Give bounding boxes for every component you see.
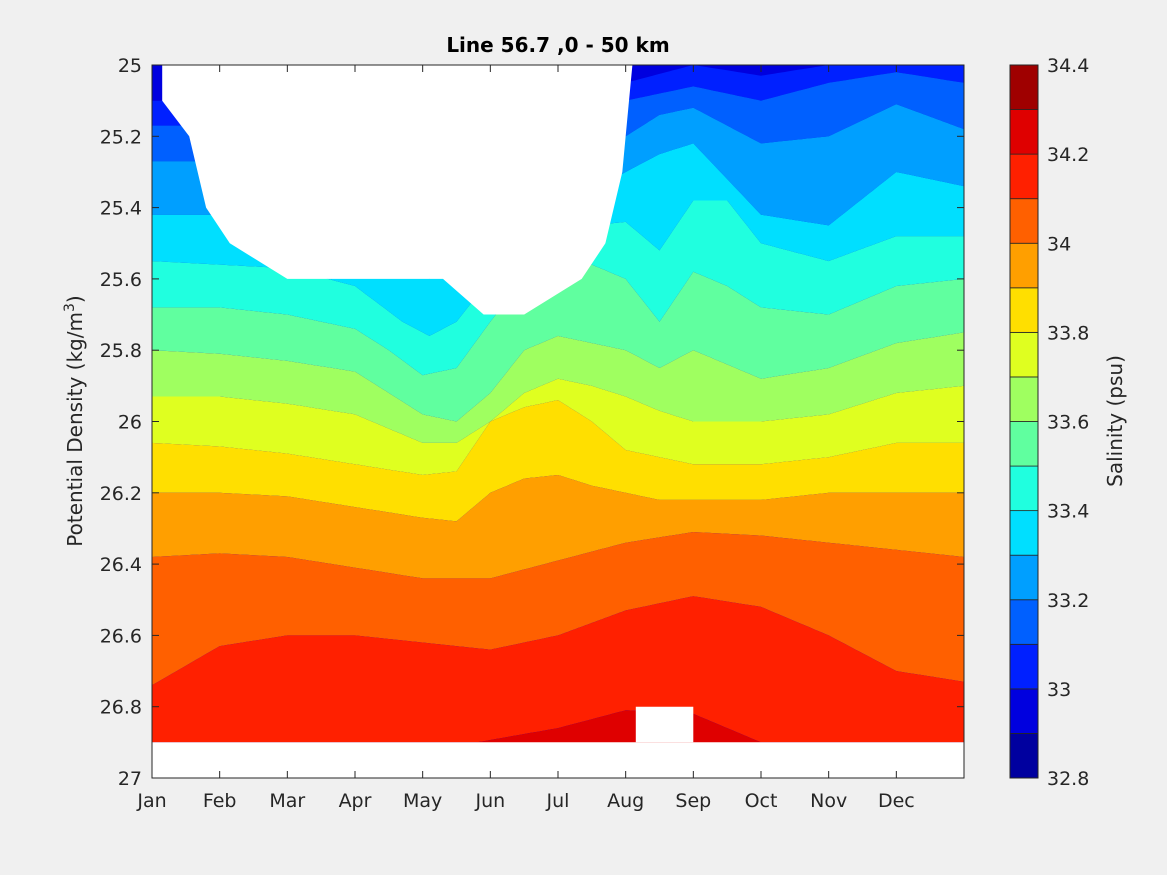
colorbar-segment xyxy=(1009,376,1039,422)
y-tick-label: 25.2 xyxy=(100,126,142,148)
colorbar-segment xyxy=(1009,643,1039,690)
colorbar-segment xyxy=(1009,64,1039,110)
x-tick-label: Oct xyxy=(745,790,778,812)
x-tick-label: Feb xyxy=(203,790,237,812)
missing-data-mask xyxy=(152,65,964,778)
contour-band-33.8 xyxy=(152,400,964,522)
colorbar-segment xyxy=(1009,465,1039,512)
colorbar-segment xyxy=(1009,554,1039,601)
colorbar-segment xyxy=(1009,421,1039,467)
x-tick-label: Dec xyxy=(878,790,915,812)
contour-band-33.7 xyxy=(152,378,964,475)
y-tick-label: 26.6 xyxy=(100,625,142,647)
colorbar-tick-label: 33.8 xyxy=(1047,322,1089,344)
x-tick-label: Nov xyxy=(810,790,847,812)
x-axis: Jan Feb Mar Apr May Jun Jul Aug Sep Oct Nov Dec xyxy=(136,65,915,812)
colorbar-segment xyxy=(1009,733,1039,779)
colorbar-tick-label: 33.2 xyxy=(1047,590,1089,612)
colorbar-tick-label: 32.8 xyxy=(1047,768,1089,790)
contour-band-34.1 xyxy=(152,596,964,743)
y-tick-label: 25.8 xyxy=(100,340,142,362)
colorbar-segment xyxy=(1009,599,1039,645)
colorbar-segment xyxy=(1009,242,1039,289)
contour-band-33.4 xyxy=(152,200,964,376)
colorbar-segment xyxy=(1009,287,1039,333)
contour-band-33.9 xyxy=(152,475,964,579)
colorbar-ticks: 32.8 33 33.2 33.4 33.6 33.8 34 34.2 34.4 xyxy=(1047,55,1089,790)
y-tick-label: 27 xyxy=(118,768,142,790)
missing-data-region xyxy=(635,706,694,743)
x-tick-label: Jun xyxy=(474,790,505,812)
colorbar xyxy=(1009,64,1039,779)
y-tick-label: 25.6 xyxy=(100,269,142,291)
chart-title: Line 56.7 ,0 - 50 km xyxy=(446,33,669,57)
x-tick-label: Mar xyxy=(269,790,305,812)
x-tick-label: Jan xyxy=(136,790,166,812)
y-axis: 25 25.2 25.4 25.6 25.8 26 26.2 26.4 26.6 26.8 27 xyxy=(100,55,964,790)
colorbar-segment xyxy=(1009,510,1039,556)
y-tick-label: 26.4 xyxy=(100,554,142,576)
colorbar-tick-label: 33.4 xyxy=(1047,501,1089,523)
y-tick-label: 25 xyxy=(118,55,142,77)
missing-data-region xyxy=(162,65,633,315)
contour-band-34 xyxy=(152,532,964,686)
y-tick-label: 26.2 xyxy=(100,483,142,505)
colorbar-segment xyxy=(1009,109,1039,155)
y-axis-label: Potential Density (kg/m3) xyxy=(62,295,87,546)
y-tick-label: 26 xyxy=(118,412,142,434)
colorbar-tick-label: 34.4 xyxy=(1047,55,1089,77)
x-tick-label: Jul xyxy=(546,790,570,812)
colorbar-segment xyxy=(1009,331,1039,378)
colorbar-tick-label: 34.2 xyxy=(1047,144,1089,166)
colorbar-frame xyxy=(1009,64,1039,779)
x-tick-label: Aug xyxy=(607,790,644,812)
y-tick-label: 25.4 xyxy=(100,198,142,220)
colorbar-segment xyxy=(1009,198,1039,244)
colorbar-tick-label: 33.6 xyxy=(1047,412,1089,434)
y-tick-label: 26.8 xyxy=(100,697,142,719)
colorbar-segment xyxy=(1009,153,1039,200)
colorbar-tick-label: 34 xyxy=(1047,233,1071,255)
plot-area xyxy=(152,65,964,778)
missing-data-region xyxy=(152,742,964,778)
contour-band-33.6 xyxy=(152,332,964,443)
colorbar-tick-label: 33 xyxy=(1047,679,1071,701)
colorbar-segment xyxy=(1009,688,1039,734)
colorbar-label: Salinity (psu) xyxy=(1103,355,1127,487)
x-tick-label: May xyxy=(403,790,442,812)
x-tick-label: Apr xyxy=(339,790,372,812)
x-tick-label: Sep xyxy=(675,790,711,812)
